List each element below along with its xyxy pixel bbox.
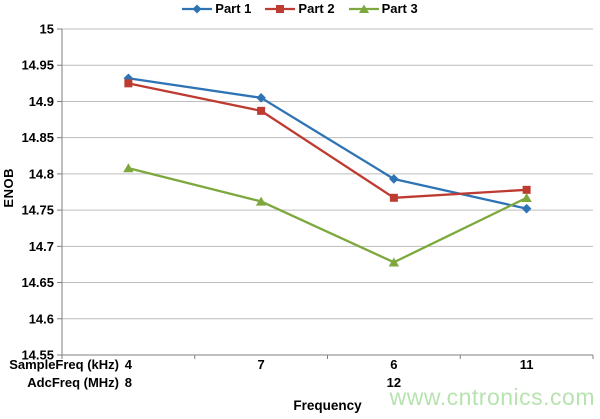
x-axis-category-value: 12 <box>386 375 402 390</box>
x-axis-category-value: 6 <box>390 357 398 372</box>
y-axis-title: ENOB <box>1 168 16 208</box>
series-line-part-2 <box>127 82 528 199</box>
legend-item-part-1: Part 1 <box>182 1 251 16</box>
y-axis-tick-label: 15 <box>40 22 54 37</box>
legend-label: Part 3 <box>381 1 418 16</box>
y-axis-tick-label: 14.55 <box>21 348 54 363</box>
y-axis-tick-label: 14.75 <box>21 203 54 218</box>
y-axis-tick-label: 14.9 <box>29 94 54 109</box>
data-point-part-2 <box>257 106 266 115</box>
y-axis-tick-label: 14.65 <box>21 275 54 290</box>
data-point-part-2 <box>522 185 531 194</box>
legend-label: Part 2 <box>298 1 335 16</box>
legend-item-part-2: Part 2 <box>265 1 335 16</box>
data-point-part-1 <box>256 93 266 103</box>
series-line-part-3 <box>127 166 528 264</box>
y-axis-tick-label: 14.85 <box>21 130 54 145</box>
data-point-part-3 <box>521 192 532 202</box>
y-axis-tick-label: 14.7 <box>29 239 54 254</box>
data-point-part-2 <box>389 193 398 202</box>
chart-legend: Part 1 Part 2 Part 3 <box>0 1 600 16</box>
x-axis-category-value: 11 <box>519 357 534 372</box>
y-axis-tick-label: 14.8 <box>29 166 54 181</box>
watermark: www.cntronics.com <box>389 384 595 410</box>
x-axis-title: Frequency <box>293 398 362 413</box>
y-axis-tick-label: 14.6 <box>29 311 54 326</box>
legend-label: Part 1 <box>215 1 252 16</box>
y-axis-tick-label: 14.95 <box>21 58 54 73</box>
data-point-part-3 <box>123 163 134 173</box>
x-axis-row-label: AdcFreq (MHz) <box>27 375 119 390</box>
x-axis-row-0: SampleFreq (kHz) 4 7 6 11 <box>0 357 600 375</box>
data-point-part-3 <box>388 257 400 267</box>
data-point-part-2 <box>124 79 133 88</box>
data-point-part-1 <box>389 174 399 184</box>
triangle-marker-icon <box>348 4 379 13</box>
x-axis-category-value: 8 <box>124 375 132 390</box>
x-axis-row-label: SampleFreq (kHz) <box>9 357 119 372</box>
diamond-marker-icon <box>182 4 213 13</box>
data-point-part-3 <box>255 196 267 206</box>
legend-item-part-3: Part 3 <box>348 1 418 16</box>
x-axis-row-1: AdcFreq (MHz) 8 12 <box>0 375 600 393</box>
x-axis-category-value: 7 <box>257 357 265 372</box>
x-axis-category-value: 4 <box>124 357 132 372</box>
data-point-part-1 <box>521 203 532 214</box>
square-marker-icon <box>265 4 296 13</box>
series-line-part-1 <box>127 77 528 210</box>
